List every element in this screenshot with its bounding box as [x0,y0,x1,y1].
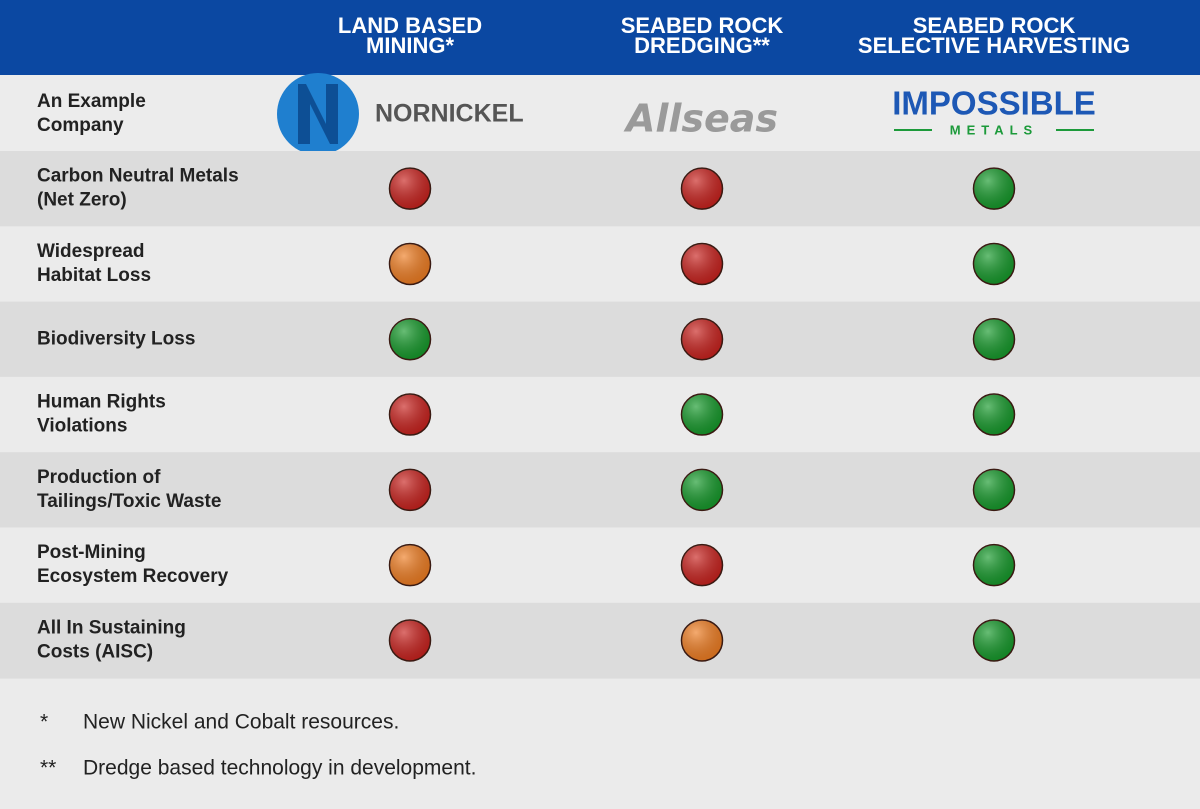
row-label: Human Rights [37,392,166,413]
nornickel-icon [277,73,359,155]
rating-shine [682,319,722,360]
footnote-text: New Nickel and Cobalt resources. [83,711,399,734]
table-row [0,376,1200,453]
logo-text: NORNICKEL [375,100,524,128]
table-row [0,602,1200,679]
logo-text: IMPOSSIBLE [892,85,1096,122]
row-label: An Example [37,91,146,112]
logo-text: Allseas [623,97,778,141]
footnote-text: Dredge based technology in development. [83,757,476,780]
row-label: Carbon Neutral Metals [37,166,239,187]
rating-shine [390,243,430,284]
rating-shine [974,545,1014,586]
logo-tagline: METALS [950,122,1038,137]
row-label: Biodiversity Loss [37,328,195,349]
row-label: Production of [37,467,161,488]
rating-shine [682,168,722,209]
row-label: Costs (AISC) [37,641,153,662]
rating-shine [390,394,430,435]
row-label: Violations [37,416,127,437]
rating-shine [974,168,1014,209]
rating-shine [974,469,1014,510]
footer [0,678,1200,809]
column-header: SELECTIVE HARVESTING [858,33,1130,58]
row-label: Post-Mining [37,542,146,563]
rating-shine [974,243,1014,284]
rating-shine [682,545,722,586]
column-header: LAND BASED [338,13,482,38]
row-label: Habitat Loss [37,265,151,286]
rating-shine [390,319,430,360]
company-row [0,75,1200,151]
row-label: Tailings/Toxic Waste [37,491,221,512]
column-header: SEABED ROCK [621,13,784,38]
rating-shine [682,394,722,435]
rating-shine [390,545,430,586]
rating-shine [390,620,430,661]
row-label: Ecosystem Recovery [37,566,229,587]
rating-shine [682,620,722,661]
column-header: SEABED ROCK [913,13,1076,38]
footnote-marker: * [40,711,48,734]
table-row [0,226,1200,303]
rating-shine [390,168,430,209]
table-row [0,151,1200,227]
rating-shine [682,243,722,284]
rating-shine [974,394,1014,435]
footnote-marker: ** [40,757,56,780]
row-label: Company [37,115,124,136]
rating-shine [390,469,430,510]
column-header: DREDGING** [634,33,770,58]
header-bar [0,0,1200,75]
row-label: Widespread [37,241,145,262]
row-label: (Net Zero) [37,190,127,211]
column-header: MINING* [366,33,454,58]
row-label: All In Sustaining [37,617,186,638]
rating-shine [974,620,1014,661]
rating-shine [974,319,1014,360]
rating-shine [682,469,722,510]
